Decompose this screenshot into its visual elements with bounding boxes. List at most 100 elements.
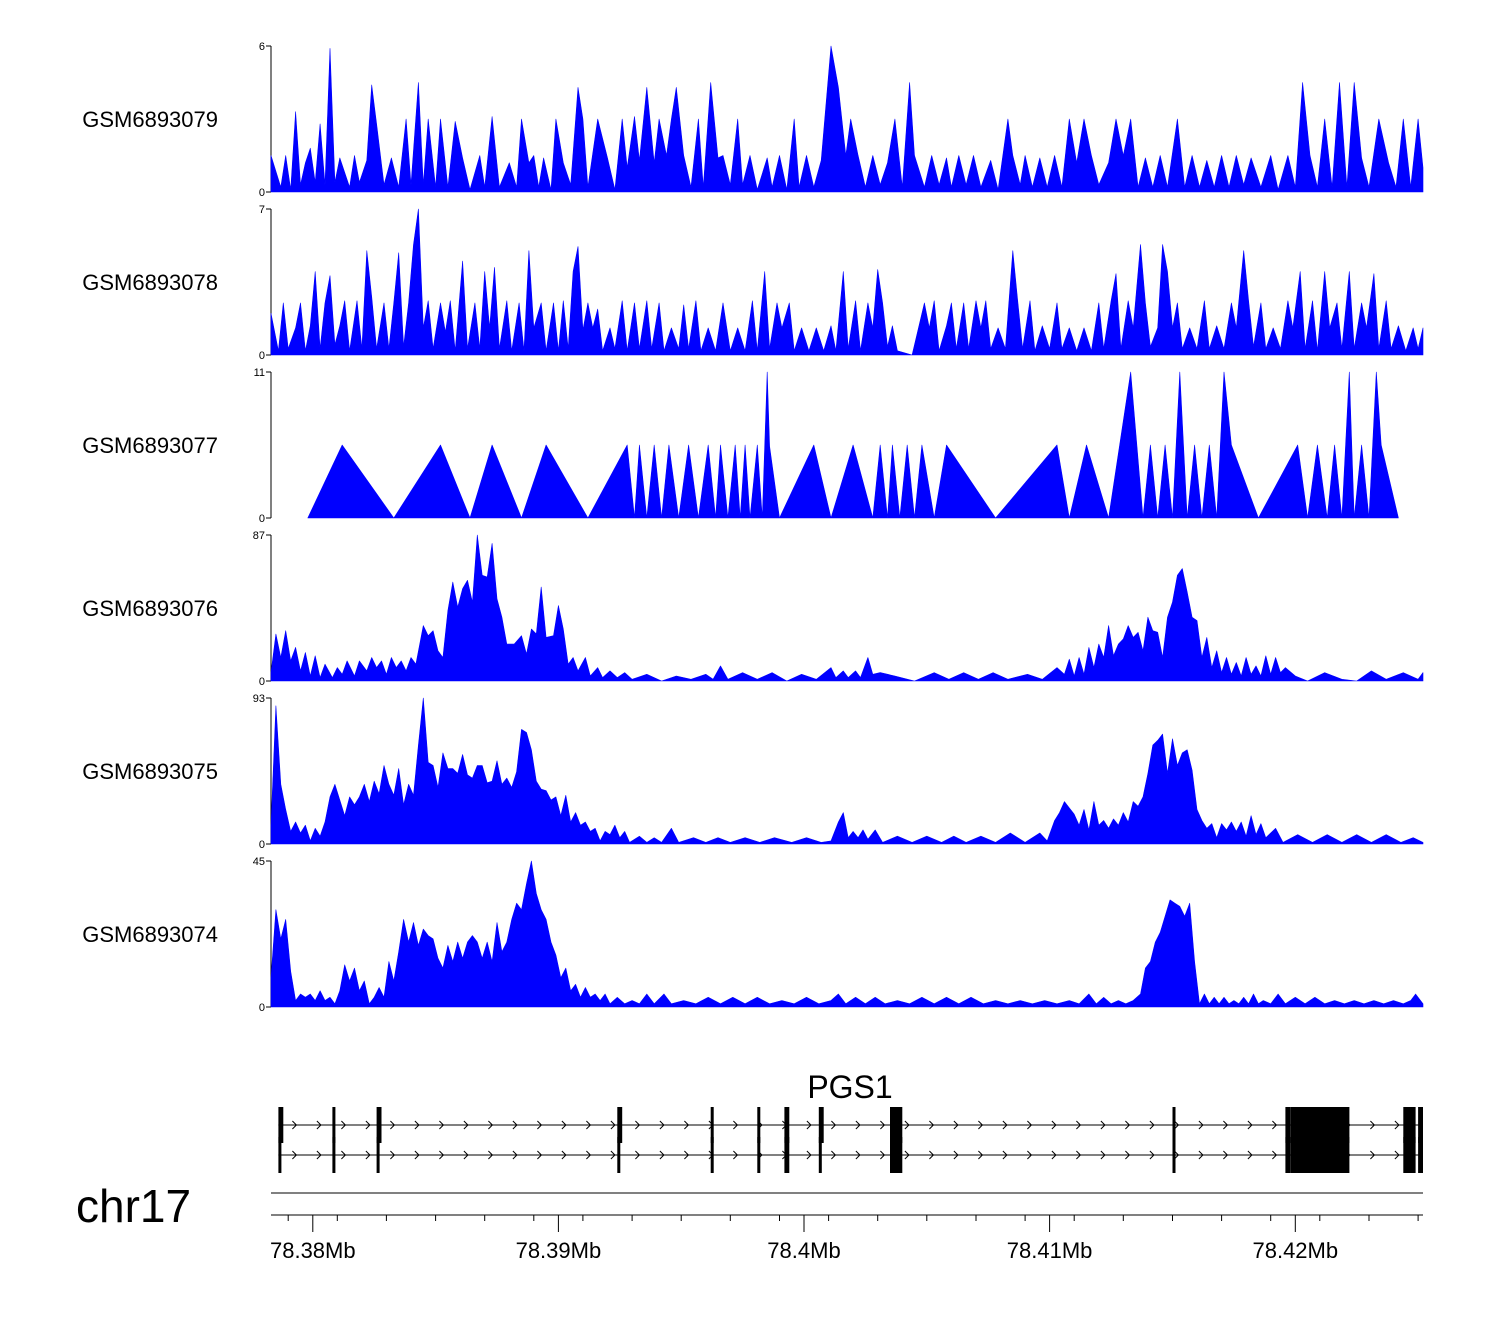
exon-block (757, 1107, 761, 1143)
strand-arrow (1272, 1150, 1278, 1160)
strand-arrow (733, 1150, 739, 1160)
strand-arrow (929, 1150, 935, 1160)
exon-block (784, 1137, 790, 1173)
strand-arrow (880, 1120, 886, 1130)
track-ymin-label: 0 (259, 187, 265, 199)
strand-arrow (1100, 1120, 1106, 1130)
coverage-tracks: 6 0 GSM6893079 7 0 GSM6893078 11 0 GSM6893077 87 0… (82, 41, 1424, 1014)
strand-arrow (341, 1150, 347, 1160)
strand-arrow (365, 1150, 371, 1160)
gene-label: PGS1 (807, 1069, 892, 1105)
strand-arrow (953, 1150, 959, 1160)
track-ymin-label: 0 (259, 676, 265, 688)
chromosome-label: chr17 (76, 1180, 191, 1232)
strand-arrow (1002, 1120, 1008, 1130)
strand-arrow (1051, 1150, 1057, 1160)
strand-arrow (1125, 1120, 1131, 1130)
exon-block (818, 1107, 824, 1143)
strand-arrow (439, 1120, 445, 1130)
strand-arrow (341, 1120, 347, 1130)
strand-arrow (1223, 1120, 1229, 1130)
track-ymin-label: 0 (259, 839, 265, 851)
strand-arrow (831, 1150, 837, 1160)
strand-arrow (316, 1120, 322, 1130)
exon-block (890, 1137, 903, 1173)
strand-arrow (806, 1150, 812, 1160)
track-label: GSM6893079 (82, 107, 218, 132)
exon-block (278, 1137, 282, 1173)
track-GSM6893078: 7 0 GSM6893078 (82, 204, 1424, 362)
gene-track: PGS1 (278, 1069, 1423, 1173)
strand-arrow (1149, 1150, 1155, 1160)
exon-block (376, 1137, 380, 1173)
track-label: GSM6893074 (82, 922, 218, 947)
track-ymax-label: 87 (253, 530, 265, 542)
strand-arrow (463, 1120, 469, 1130)
strand-arrow (904, 1120, 910, 1130)
strand-arrow (1100, 1150, 1106, 1160)
strand-arrow (1002, 1150, 1008, 1160)
strand-arrow (292, 1150, 298, 1160)
exon-block (617, 1107, 623, 1143)
coverage-area (270, 697, 1424, 845)
exon-block (1290, 1137, 1350, 1173)
strand-arrow (610, 1150, 616, 1160)
exon-block (332, 1107, 336, 1143)
track-GSM6893079: 6 0 GSM6893079 (82, 41, 1424, 199)
strand-arrow (512, 1150, 518, 1160)
exon-block (1403, 1107, 1416, 1143)
strand-arrow (292, 1120, 298, 1130)
gene-transcripts (278, 1107, 1423, 1173)
exon-block (1285, 1107, 1291, 1143)
strand-arrow (1149, 1120, 1155, 1130)
coverage-area (270, 45, 1424, 193)
exon-block (617, 1137, 621, 1173)
exon-block (1285, 1137, 1291, 1173)
strand-arrow (439, 1150, 445, 1160)
strand-arrow (1125, 1150, 1131, 1160)
strand-arrow (1223, 1150, 1229, 1160)
exon-block (784, 1107, 790, 1143)
exon-block (890, 1107, 903, 1143)
strand-arrow (365, 1120, 371, 1130)
exon-block (1172, 1137, 1176, 1173)
track-label: GSM6893078 (82, 270, 218, 295)
track-ymax-label: 6 (259, 41, 265, 53)
exon-block (1403, 1137, 1416, 1173)
strand-arrow (659, 1120, 665, 1130)
strand-arrow (1051, 1120, 1057, 1130)
strand-arrow (1272, 1120, 1278, 1130)
track-ymin-label: 0 (259, 1002, 265, 1014)
strand-arrow (733, 1120, 739, 1130)
track-label: GSM6893075 (82, 759, 218, 784)
strand-arrow (390, 1150, 396, 1160)
track-ymin-label: 0 (259, 350, 265, 362)
track-ymax-label: 45 (253, 856, 265, 868)
exon-block (757, 1137, 761, 1173)
strand-arrow (586, 1150, 592, 1160)
strand-arrow (316, 1150, 322, 1160)
strand-arrow (1370, 1150, 1376, 1160)
strand-arrow (488, 1120, 494, 1130)
strand-arrow (1370, 1120, 1376, 1130)
coverage-area (270, 534, 1424, 682)
strand-arrow (537, 1120, 543, 1130)
strand-arrow (610, 1120, 616, 1130)
strand-arrow (414, 1120, 420, 1130)
strand-arrow (414, 1150, 420, 1160)
axis-tick-label: 78.38Mb (270, 1238, 356, 1263)
track-GSM6893075: 93 0 GSM6893075 (82, 693, 1424, 851)
track-GSM6893076: 87 0 GSM6893076 (82, 530, 1424, 688)
strand-arrow (880, 1150, 886, 1160)
strand-arrow (1247, 1150, 1253, 1160)
strand-arrow (512, 1120, 518, 1130)
strand-arrow (488, 1150, 494, 1160)
track-ymax-label: 7 (259, 204, 265, 216)
strand-arrow (855, 1150, 861, 1160)
strand-arrow (1247, 1120, 1253, 1130)
strand-arrow (1394, 1150, 1400, 1160)
transcript (278, 1137, 1423, 1173)
strand-arrow (978, 1150, 984, 1160)
exon-block (710, 1137, 714, 1173)
